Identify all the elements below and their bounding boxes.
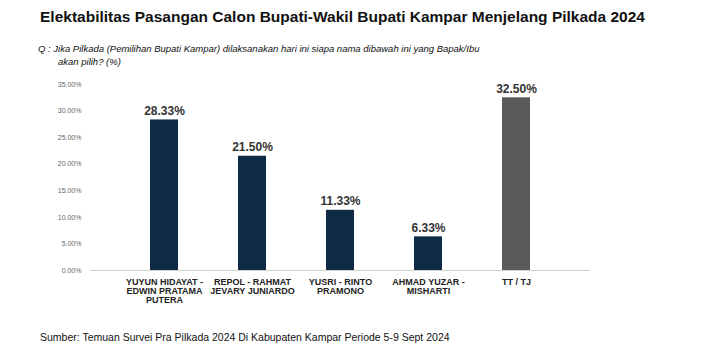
html-text:Sumber: Temuan Survei Pra Pilk: Sumber: Temuan Survei Pra Pilkada 2024 D… — [40, 331, 450, 343]
svg-text:6.33%: 6.33% — [411, 221, 445, 235]
svg-text:11.33%: 11.33% — [320, 194, 360, 208]
svg-text:YUSRI - RINTOPRAMONO: YUSRI - RINTOPRAMONO — [309, 277, 372, 296]
html-text:Q : Jika Pilkada (Pemilihan Bu: Q : Jika Pilkada (Pemilihan Bupati Kampa… — [38, 43, 480, 67]
svg-text:TT / TJ: TT / TJ — [502, 277, 531, 287]
svg-text:15.00%: 15.00% — [58, 187, 82, 194]
svg-text:30.00%: 30.00% — [58, 107, 82, 114]
html-text:Elektabilitas Pasangan Calon B: Elektabilitas Pasangan Calon Bupati-Waki… — [40, 8, 645, 25]
svg-text:10.00%: 10.00% — [58, 214, 82, 221]
svg-text:20.00%: 20.00% — [58, 160, 82, 167]
svg-text:5.00%: 5.00% — [62, 240, 82, 247]
svg-text:0.00%: 0.00% — [62, 267, 82, 274]
svg-text:21.50%: 21.50% — [232, 140, 273, 154]
svg-text:28.33%: 28.33% — [144, 104, 185, 118]
svg-text:25.00%: 25.00% — [58, 134, 82, 141]
svg-text:AHMAD YUZAR -MISHARTI: AHMAD YUZAR -MISHARTI — [392, 277, 464, 296]
svg-text:REPOL - RAHMATJEVARY JUNIARDO: REPOL - RAHMATJEVARY JUNIARDO — [210, 277, 294, 296]
svg-text:32.50%: 32.50% — [496, 82, 537, 96]
svg-text:35.00%: 35.00% — [58, 81, 82, 88]
svg-text:YUYUN HIDAYAT -EDWIN PRATAMAPU: YUYUN HIDAYAT -EDWIN PRATAMAPUTERA — [126, 277, 203, 305]
